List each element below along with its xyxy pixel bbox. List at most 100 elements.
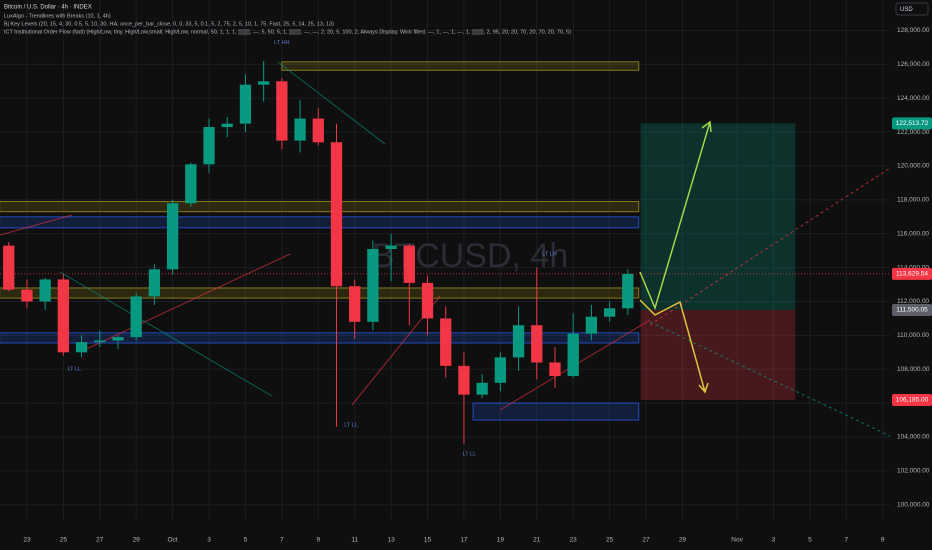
- arrow-head: [698, 382, 709, 394]
- candle-body: [130, 296, 142, 338]
- candle-body: [403, 245, 415, 283]
- x-tick-label: Nov: [731, 537, 743, 544]
- x-tick-label: 13: [387, 537, 395, 544]
- zones: [0, 61, 640, 421]
- x-tick-label: 15: [424, 537, 432, 544]
- order-block: [0, 201, 640, 213]
- price-label: 122,513.72: [896, 120, 929, 127]
- order-block: [0, 216, 640, 229]
- annotation: LT LH: [542, 252, 556, 258]
- x-tick-label: Oct: [168, 537, 178, 544]
- candle-body: [166, 203, 179, 270]
- chart-title: Bitcoin / U.S. Dollar · 4h · INDEX: [4, 5, 92, 11]
- trend-line: [59, 271, 273, 397]
- y-tick-label: 116,000.00: [897, 230, 929, 237]
- projection: [649, 321, 891, 437]
- candle-body: [312, 118, 324, 143]
- time-axis: [0, 528, 932, 550]
- candle-body: [112, 337, 124, 341]
- y-tick-label: 128,000.00: [897, 27, 930, 34]
- annotation: LT LL: [68, 367, 82, 373]
- candle-body: [185, 164, 197, 204]
- y-tick-label: 102,000.00: [897, 468, 930, 475]
- candle-body: [94, 340, 106, 343]
- y-tick-label: 100,000.00: [897, 501, 930, 508]
- candle-body: [276, 81, 288, 141]
- y-tick-label: 112,000.00: [897, 298, 929, 305]
- candle-body: [75, 342, 88, 353]
- annotation: LT LL: [344, 423, 358, 429]
- candle-body: [458, 365, 470, 395]
- watermark: BTCUSD, 4h: [372, 237, 569, 275]
- candle-body: [512, 325, 525, 358]
- candle-body: [567, 333, 579, 377]
- x-tick-label: 25: [60, 537, 68, 544]
- candles: [3, 60, 634, 444]
- annotation: LT LL: [463, 451, 477, 457]
- price-label-box: [892, 393, 932, 406]
- x-tick-label: 29: [133, 537, 141, 544]
- y-tick-label: 104,000.00: [897, 434, 930, 441]
- candle-body: [258, 81, 270, 85]
- indicator: LuxAlgo - Trendlines with Breaks (10, 1,…: [4, 13, 111, 19]
- order-block: [472, 402, 640, 421]
- candle-body: [294, 118, 306, 141]
- price-label-box: [892, 303, 932, 316]
- x-tick-label: 17: [460, 537, 468, 544]
- x-tick-label: 5: [244, 537, 248, 544]
- x-tick-label: 9: [881, 537, 885, 544]
- y-tick-label: 124,000.00: [897, 95, 930, 102]
- candle-body: [603, 308, 616, 317]
- candle-body: [39, 279, 51, 302]
- candle-body: [494, 357, 506, 383]
- candle-body: [531, 325, 543, 363]
- trend-line: [277, 61, 386, 145]
- x-tick-label: 11: [351, 537, 358, 544]
- axes: 100,000.00102,000.00104,000.00106,000.00…: [23, 27, 932, 544]
- candle-body: [549, 362, 561, 377]
- x-tick-label: 27: [642, 537, 650, 544]
- profit-zone: [640, 123, 796, 310]
- order-block: [281, 61, 640, 71]
- x-tick-label: 25: [606, 537, 614, 544]
- candle-body: [21, 289, 33, 302]
- price-label: 113,629.54: [896, 271, 928, 278]
- loss-zone: [640, 309, 796, 400]
- price-label-box: [892, 267, 932, 280]
- currency[interactable]: USD: [900, 7, 913, 13]
- x-tick-label: 3: [207, 537, 211, 544]
- candle-body: [349, 286, 361, 322]
- annotation: LT HH: [274, 40, 289, 46]
- x-tick-label: 5: [808, 537, 812, 544]
- x-tick-label: 3: [772, 537, 776, 544]
- x-tick-label: 21: [533, 537, 541, 544]
- x-tick-label: 27: [96, 537, 104, 544]
- arrow-head: [701, 120, 712, 133]
- price-label: 111,500.05: [896, 307, 928, 314]
- candle-body: [57, 279, 70, 353]
- candle-body: [330, 142, 343, 287]
- candle-body: [585, 316, 598, 334]
- y-tick-label: 110,000.00: [897, 332, 929, 339]
- trend-line: [79, 253, 291, 353]
- price-label: 106,185.00: [896, 397, 929, 404]
- order-block: [0, 332, 640, 344]
- candle-body: [421, 282, 434, 319]
- candle-body: [3, 245, 15, 290]
- x-tick-label: 19: [497, 537, 505, 544]
- candle-body: [148, 269, 161, 297]
- candle-body: [622, 273, 634, 309]
- candle-body: [367, 248, 379, 322]
- position: [0, 123, 890, 400]
- y-tick-label: 122,000.00: [897, 129, 930, 136]
- candle-body: [385, 245, 397, 249]
- candle-body: [203, 127, 215, 165]
- x-tick-label: 23: [23, 537, 31, 544]
- x-tick-label: 7: [280, 537, 284, 544]
- currency-box[interactable]: [895, 2, 929, 16]
- candle-body: [239, 84, 252, 124]
- price-label-box: [892, 117, 932, 130]
- x-tick-label: 9: [316, 537, 320, 544]
